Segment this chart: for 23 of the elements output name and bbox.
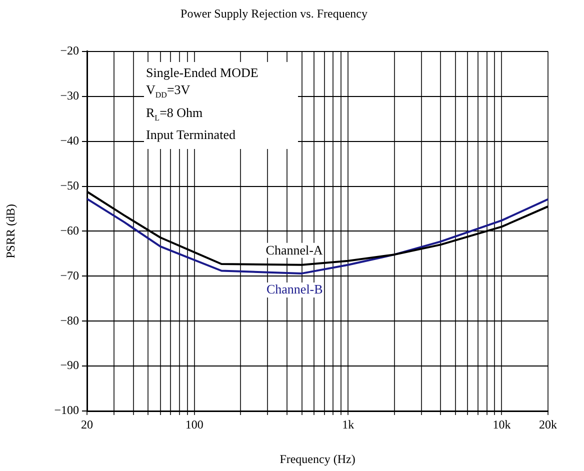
y-tick-label: −100 xyxy=(54,403,79,418)
annotation: V$_{DD}$=3V xyxy=(146,81,192,102)
y-axis-title: PSRR (dB) xyxy=(3,204,18,258)
x-axis-title: Frequency (Hz) xyxy=(280,452,356,466)
x-tick-label: 1k xyxy=(342,417,354,432)
x-tick-label: 20 xyxy=(81,417,93,432)
y-tick-label: −90 xyxy=(60,358,79,372)
series-label: Channel-A xyxy=(266,242,324,258)
y-tick-label: −50 xyxy=(60,178,79,192)
y-tick-label: −20 xyxy=(60,44,79,58)
y-tick-label: −30 xyxy=(60,88,79,103)
y-tick-label: −40 xyxy=(60,133,79,148)
series-label: Channel-B xyxy=(266,281,324,296)
x-tick-label: 100 xyxy=(185,417,204,432)
chart-title: Power Supply Rejection vs. Frequency xyxy=(180,6,368,20)
y-tick-label: −70 xyxy=(60,268,79,282)
x-tick-label: 10k xyxy=(492,417,511,432)
annotation: Single-Ended MODE xyxy=(146,64,260,81)
annotation: Input Terminated xyxy=(146,126,236,144)
y-tick-label: −80 xyxy=(60,313,79,328)
y-tick-label: −60 xyxy=(60,223,79,238)
x-tick-label: 20k xyxy=(539,417,557,432)
annotation: R$_{L}$=8 Ohm xyxy=(146,104,204,124)
